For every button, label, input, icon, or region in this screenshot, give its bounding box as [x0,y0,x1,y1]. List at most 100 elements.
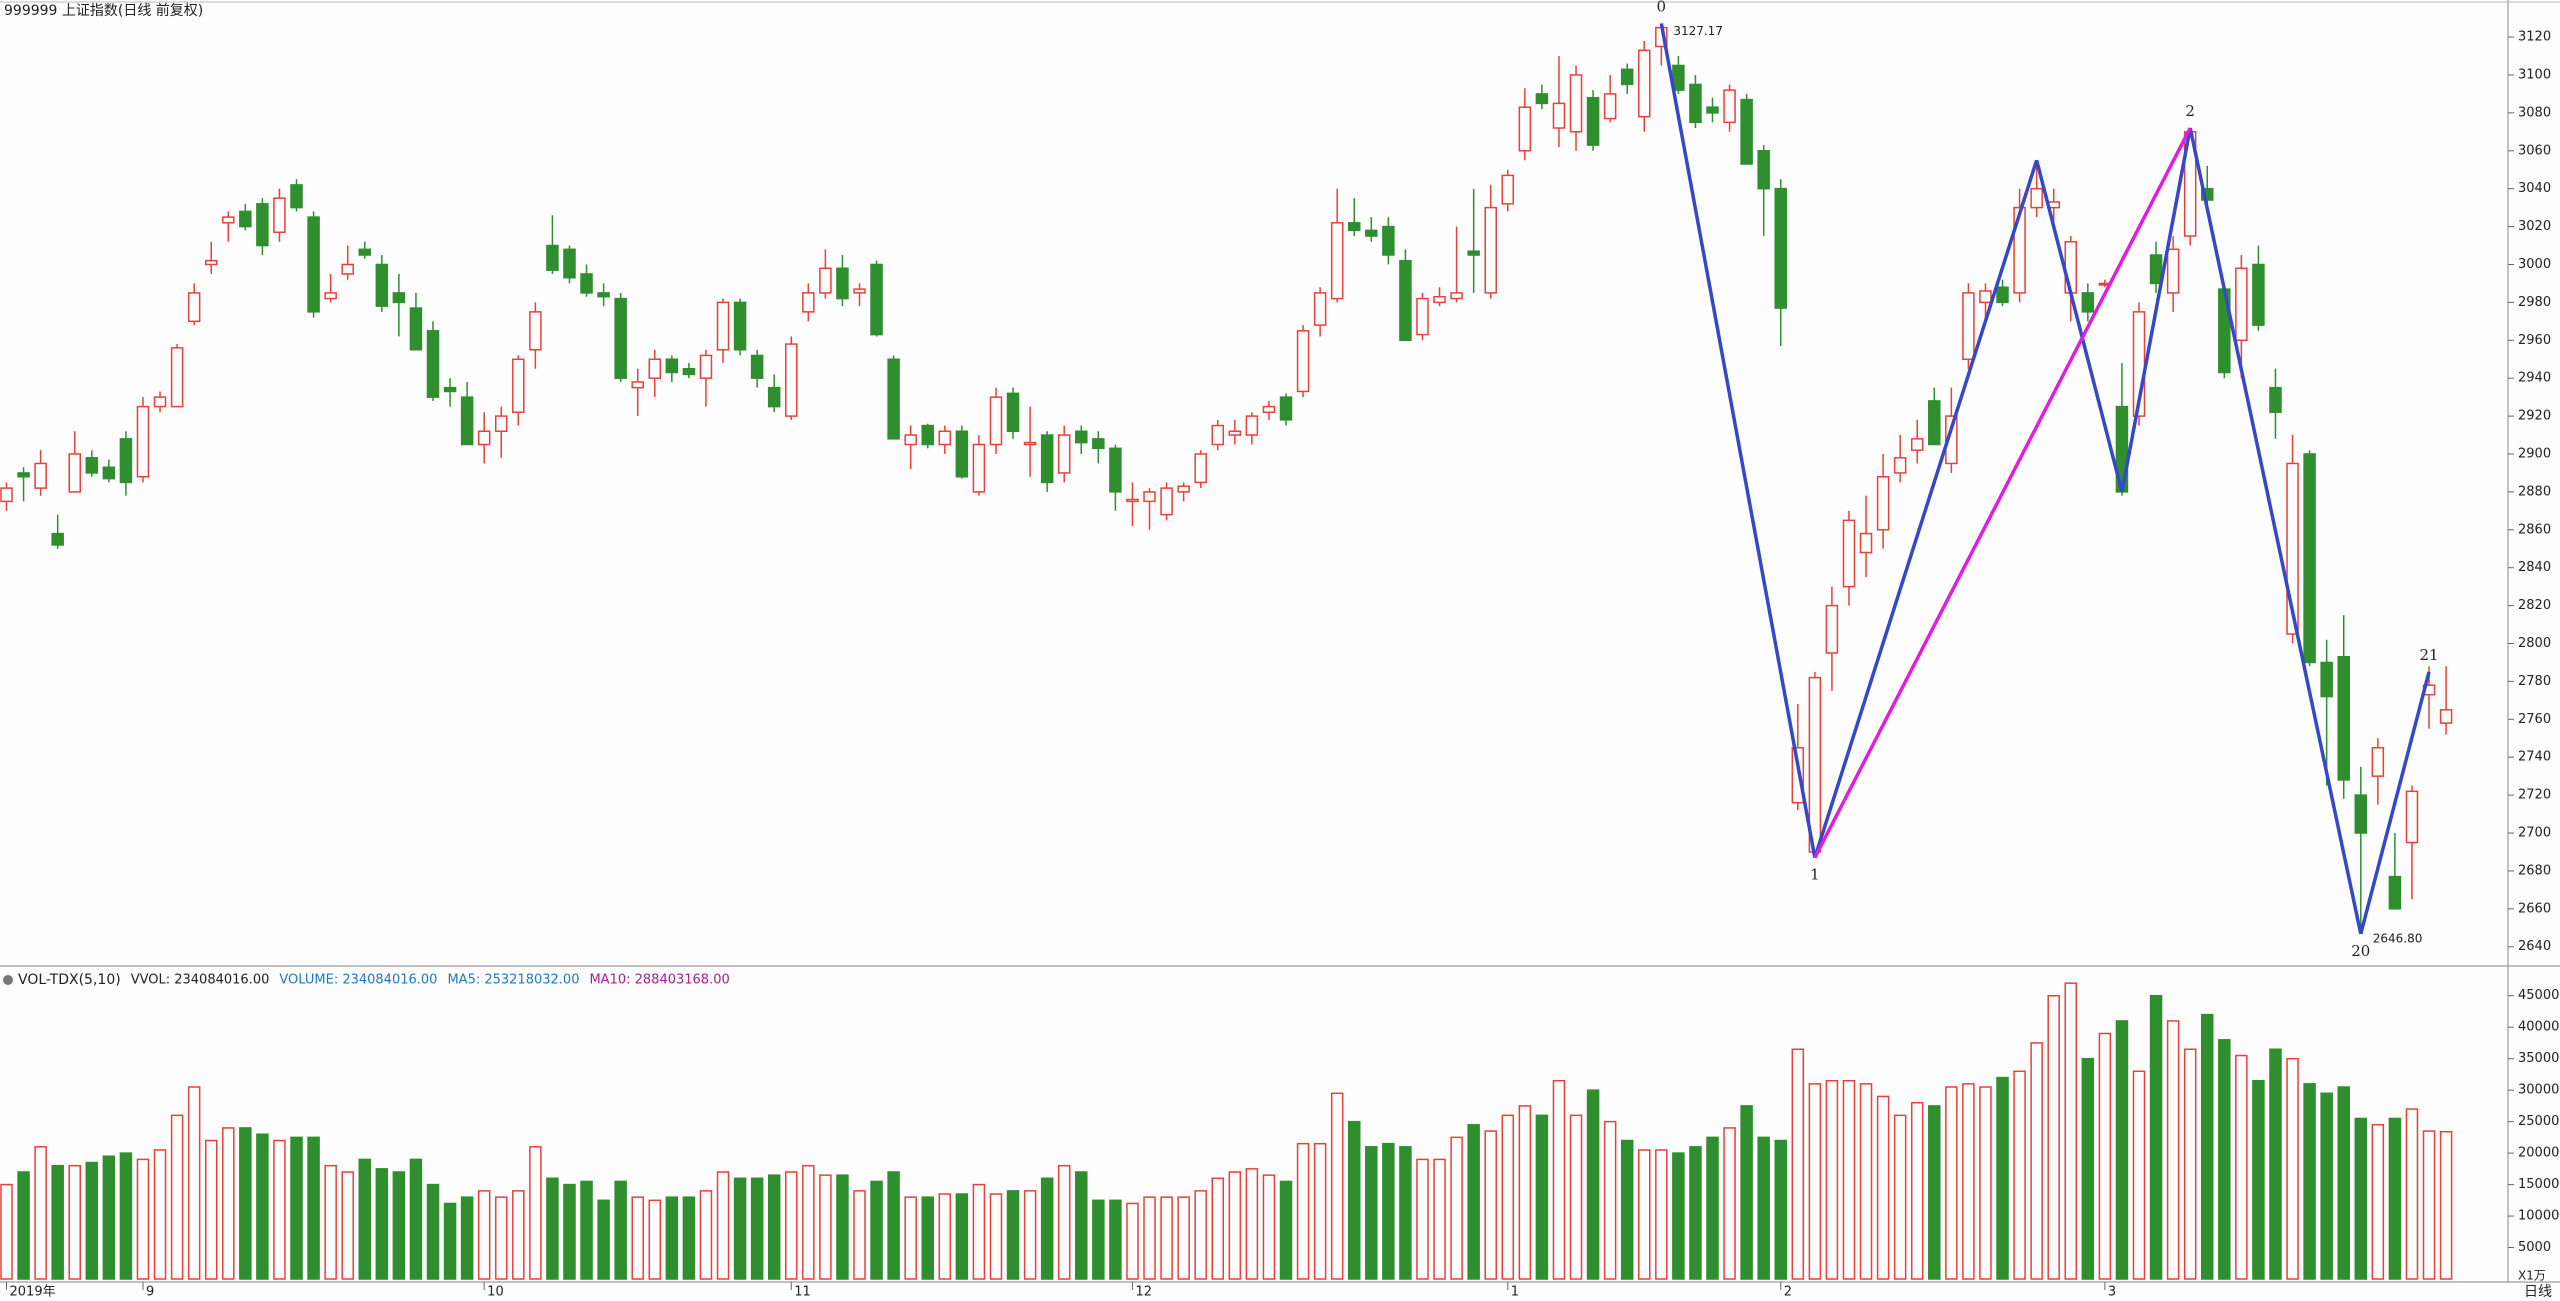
volume-bar [1859,1083,1873,1280]
volume-bar [1672,1152,1685,1280]
volume-bar [1228,1171,1242,1280]
volume-bar [119,1152,133,1280]
y-tick-label: 2940 [2518,371,2551,386]
candle-body [1842,519,1856,588]
candle-body [1603,93,1617,120]
candle-body [119,438,133,484]
candle-body [1928,400,1941,446]
candle-body [1501,174,1515,205]
x-tick-label: 2019年 [10,1285,56,1300]
volume-bar [2439,1130,2453,1280]
volume-bar [802,1164,815,1280]
legend-item: VVOL: 234084016.00 [131,973,270,988]
volume-bar [153,1149,167,1280]
panel-icon[interactable] [3,975,13,985]
volume-bar [1245,1168,1259,1280]
wave-label: 2 [2185,102,2195,120]
volume-bar [648,1199,662,1280]
x-tick-label: 3 [2108,1285,2116,1300]
volume-unit: X1万 [2518,1269,2546,1283]
volume-bar [614,1180,627,1280]
volume-bar [443,1202,457,1280]
volume-bar [785,1171,798,1280]
volume-bar [1962,1083,1975,1280]
candle-body [1433,295,1446,304]
volume-bar [1433,1158,1446,1280]
volume-bar [392,1171,406,1280]
candle-body [1006,392,1020,432]
volume-bar [887,1171,900,1280]
volume-bar [580,1180,593,1280]
candle-body [648,358,662,379]
legend-item: MA10: 288403168.00 [589,973,729,988]
y-tick-label: 2800 [2518,636,2551,651]
volume-bar [1655,1149,1668,1280]
volume-bar [1740,1105,1753,1280]
volume-bar [1313,1142,1327,1280]
candle-body [1620,68,1634,86]
candle-body [1825,604,1839,654]
y-tick-label: 2680 [2518,863,2551,878]
candle-body [426,330,440,398]
volume-bar [597,1199,610,1280]
wave-line [2359,671,2431,935]
candle-body [1706,106,1719,114]
volume-bar [2388,1117,2402,1280]
candle-body [614,297,627,379]
candle-body [1893,457,1907,474]
volume-bar [1910,1101,1924,1280]
y-tick-label: 10000 [2518,1209,2559,1224]
volume-bar [716,1171,730,1280]
volume-bar [2149,994,2163,1280]
volume-bar [938,1193,952,1280]
wave-line [1813,159,2039,859]
candle-body [409,307,423,351]
candle-body [1330,222,1344,300]
volume-bar [921,1196,934,1280]
candle-body [1092,438,1105,450]
wave-label: 0 [1657,0,1667,15]
volume-bar [273,1139,286,1280]
candle-body [358,248,372,256]
y-tick-label: 2820 [2518,598,2551,613]
volume-bar [1996,1076,2009,1280]
volume-bar [1979,1086,1992,1280]
volume-bar [341,1171,354,1280]
volume-bar [904,1196,917,1280]
y-tick-label: 3080 [2518,105,2551,120]
candle-body [324,292,337,300]
volume-bar [1006,1190,1020,1280]
candle-body [563,248,576,279]
candle-body [443,386,457,393]
candle-body [1194,453,1207,484]
volume-bar [2320,1092,2333,1280]
volume-bar [187,1086,201,1280]
volume-bar [955,1193,969,1280]
candle-body [1723,89,1736,124]
price-annotation: 2646.80 [2373,931,2423,945]
price-annotation: 3127.17 [1673,24,1723,38]
candle-body [307,216,320,313]
period-label[interactable]: 日线 [2524,1284,2552,1300]
y-tick-label: 2980 [2518,295,2551,310]
candle-body [1296,330,1310,393]
candle-body [68,453,81,493]
volume-bar [1040,1177,1054,1280]
volume-bar [1586,1089,1600,1280]
y-tick-label: 2840 [2518,560,2551,575]
volume-bar [1535,1114,1549,1280]
y-tick-label: 3000 [2518,257,2551,272]
volume-bar [2013,1070,2026,1280]
volume-bar [1945,1086,1958,1280]
candle-body [802,292,815,313]
candle-body [955,430,969,478]
volume-bar [2269,1048,2282,1280]
volume-bar [1638,1149,1651,1280]
candle-body [887,358,900,440]
candle-body [1313,292,1327,326]
volume-bar [239,1127,252,1280]
candle-body [716,301,730,351]
volume-bar [290,1136,303,1280]
volume-bar [256,1133,269,1280]
